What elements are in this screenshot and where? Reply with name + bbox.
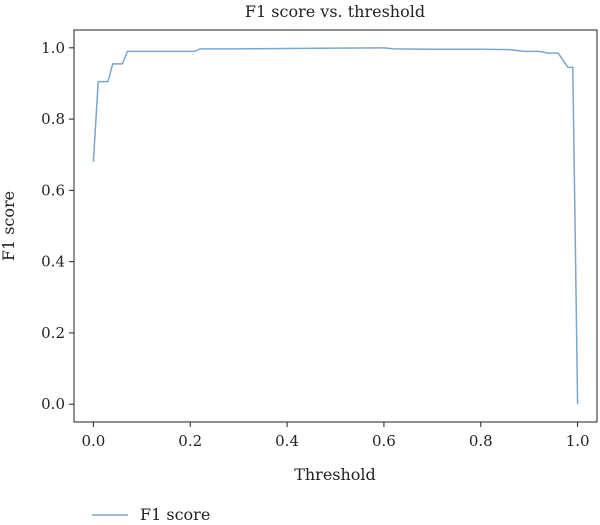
y-axis: 0.0 0.2 0.4 0.6 0.8 1.0 xyxy=(41,39,74,413)
x-tick-label: 0.0 xyxy=(81,432,105,450)
y-axis-label: F1 score xyxy=(0,191,18,261)
y-tick-label: 0.6 xyxy=(41,181,65,199)
plot-frame xyxy=(73,29,598,423)
x-tick-label: 0.2 xyxy=(178,432,202,450)
series-line-f1-score xyxy=(92,47,579,405)
y-tick-label: 0.0 xyxy=(41,395,65,413)
legend-label: F1 score xyxy=(140,505,210,521)
y-tick-label: 1.0 xyxy=(41,39,65,57)
x-axis: 0.0 0.2 0.4 0.6 0.8 1.0 xyxy=(81,422,590,450)
y-tick-label: 0.4 xyxy=(41,253,65,271)
y-tick-label: 0.8 xyxy=(41,110,65,128)
chart-title: F1 score vs. threshold xyxy=(245,2,425,21)
x-tick-label: 0.4 xyxy=(275,432,299,450)
series-layer xyxy=(92,47,579,405)
y-tick-label: 0.2 xyxy=(41,324,65,342)
legend: F1 score xyxy=(92,505,210,524)
x-tick-label: 1.0 xyxy=(566,432,590,450)
x-tick-label: 0.6 xyxy=(372,432,396,450)
x-tick-label: 0.8 xyxy=(469,432,493,450)
x-axis-label: Threshold xyxy=(294,465,376,484)
